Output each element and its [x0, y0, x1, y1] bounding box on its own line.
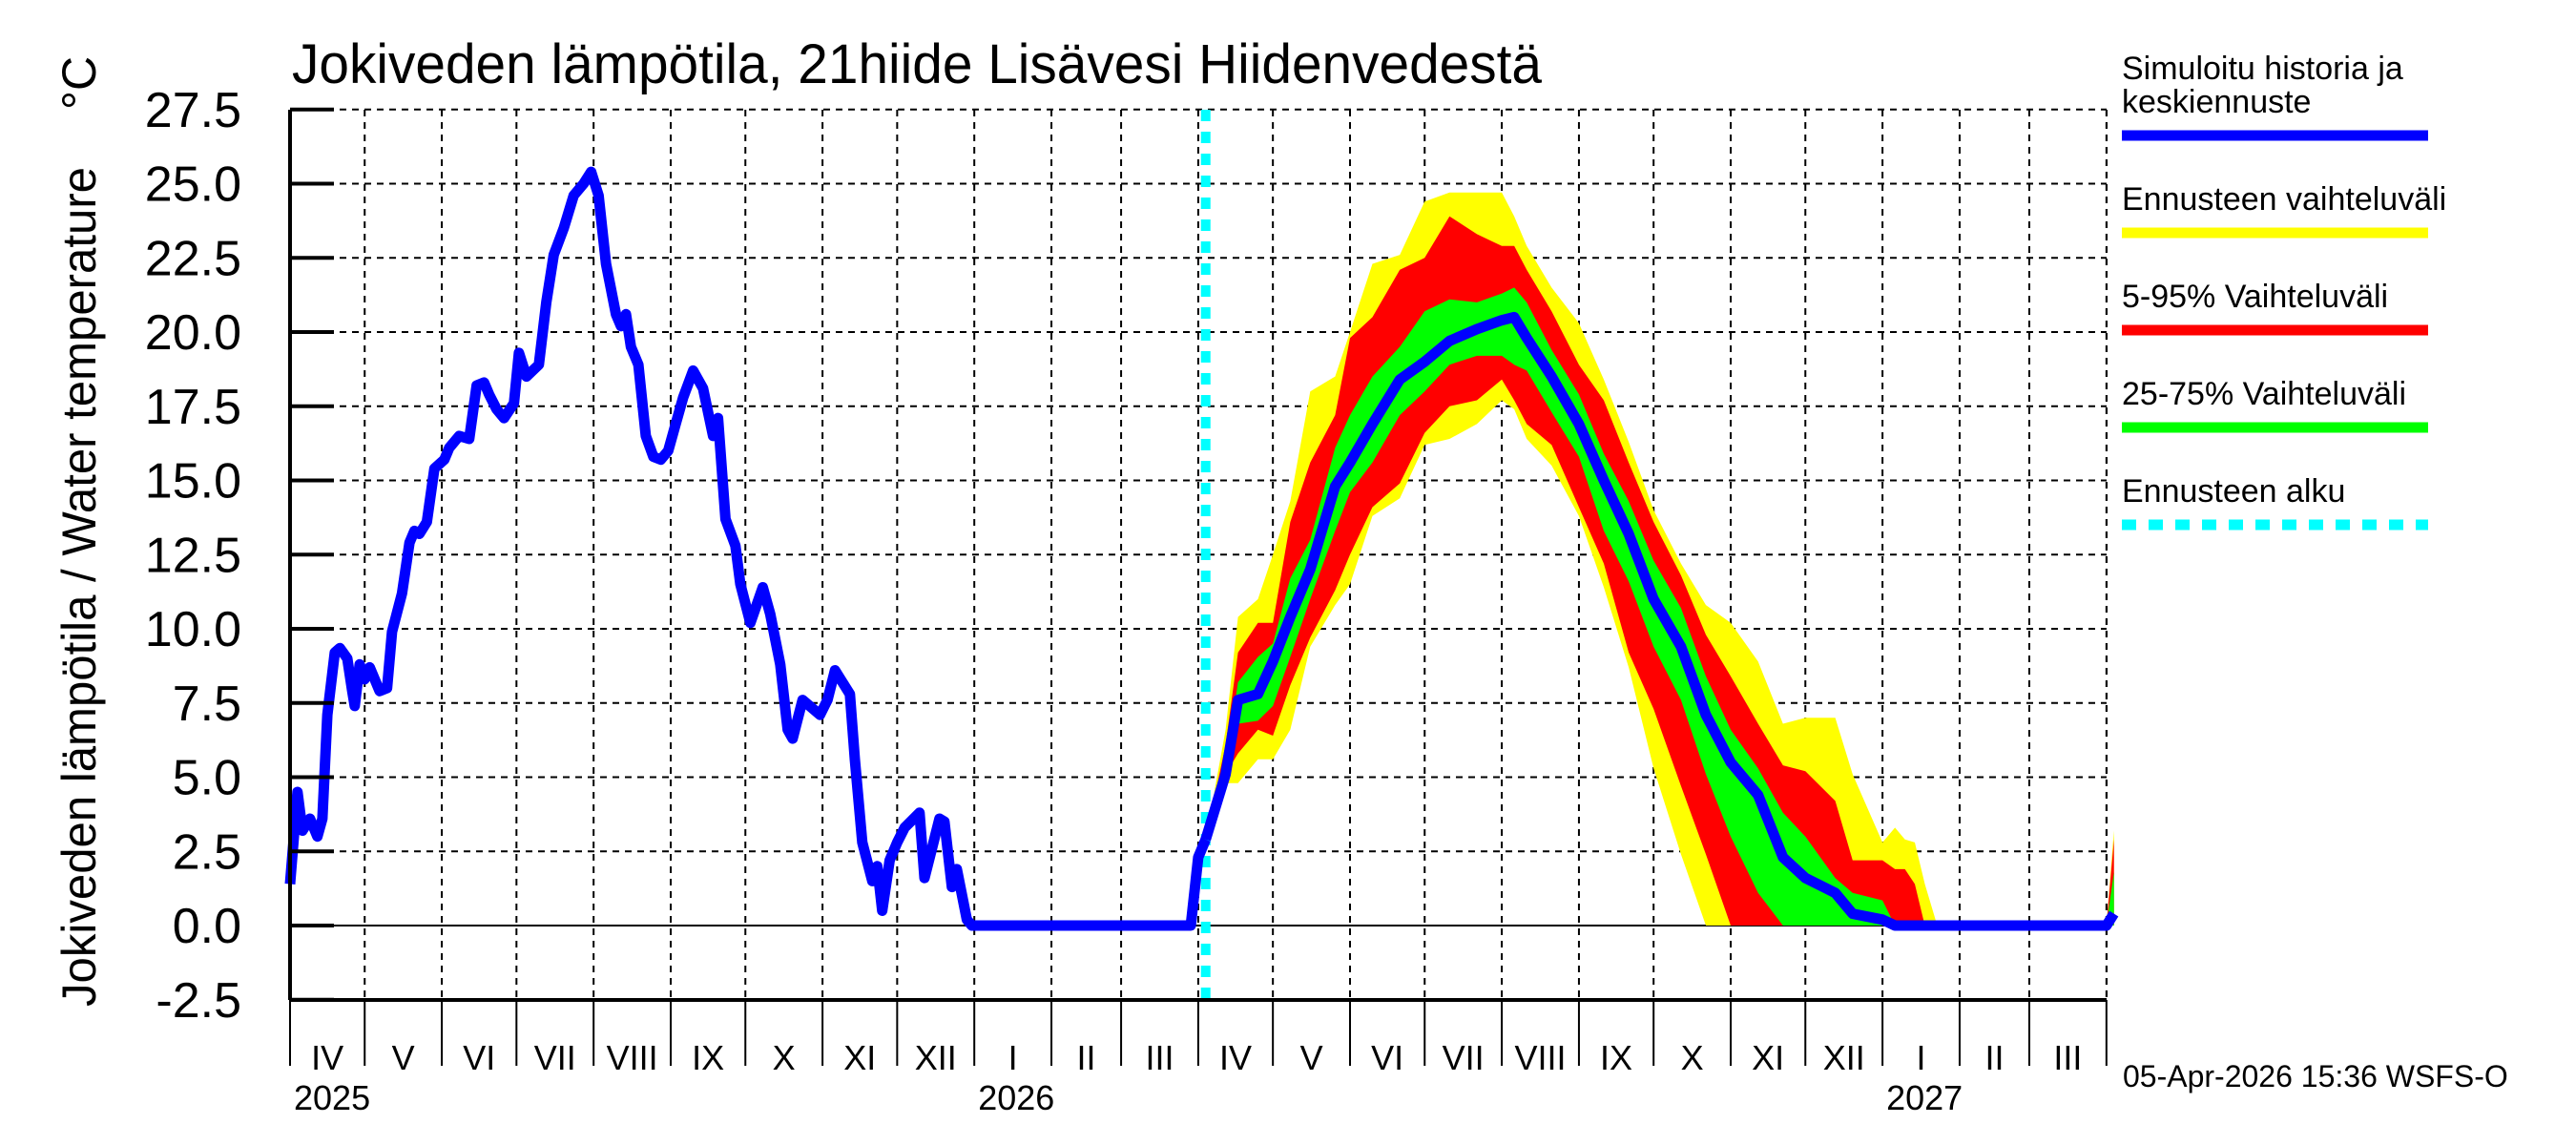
month-label: XI — [1752, 1038, 1784, 1077]
month-label: VIII — [1515, 1038, 1567, 1077]
month-label: V — [1300, 1038, 1323, 1077]
month-label: X — [773, 1038, 796, 1077]
month-label: VIII — [607, 1038, 658, 1077]
y-tick-label: 22.5 — [145, 231, 241, 286]
year-label: 2027 — [1886, 1078, 1963, 1117]
y-tick-label: 0.0 — [173, 899, 241, 954]
month-label: VII — [1443, 1038, 1485, 1077]
month-label: III — [2053, 1038, 2082, 1077]
month-label: IX — [1600, 1038, 1632, 1077]
month-label: X — [1681, 1038, 1704, 1077]
series-lines — [284, 110, 2119, 1000]
legend-label: 5-95% Vaihteluväli — [2122, 279, 2388, 315]
legend-label: Simuloitu historia ja — [2122, 51, 2403, 87]
y-tick-label: 17.5 — [145, 380, 241, 435]
chart-title: Jokiveden lämpötila, 21hiide Lisävesi Hi… — [292, 33, 1543, 95]
month-label: II — [1984, 1038, 2004, 1077]
y-tick-label: 7.5 — [173, 677, 241, 732]
month-label: IV — [1219, 1038, 1252, 1077]
y-axis-label: Jokiveden lämpötila / Water temperature — [52, 167, 106, 1007]
timestamp: 05-Apr-2026 15:36 WSFS-O — [2123, 1059, 2508, 1093]
y-tick-label: 12.5 — [145, 528, 241, 583]
year-label: 2026 — [978, 1078, 1054, 1117]
month-label: IV — [311, 1038, 343, 1077]
month-label: IX — [692, 1038, 724, 1077]
axis-labels: 27.5 25.0 22.5 20.0 17.5 15.0 12.5 10.0 7.5 5.0 2.… — [145, 83, 2083, 1117]
legend-label: 25-75% Vaihteluväli — [2122, 376, 2406, 412]
axes — [288, 107, 2108, 1066]
y-tick-label: 20.0 — [145, 305, 241, 361]
legend-label: keskiennuste — [2122, 84, 2311, 120]
month-label: XII — [915, 1038, 957, 1077]
month-label: XII — [1823, 1038, 1865, 1077]
forecast-bands — [1205, 192, 2114, 926]
month-label: VII — [534, 1038, 576, 1077]
month-label: V — [392, 1038, 415, 1077]
y-tick-label: 2.5 — [173, 824, 241, 880]
month-label: VI — [1371, 1038, 1403, 1077]
month-label: III — [1145, 1038, 1174, 1077]
month-label: VI — [463, 1038, 495, 1077]
month-label: XI — [843, 1038, 876, 1077]
y-axis-unit: °C — [52, 56, 106, 110]
y-axis-title: Jokiveden lämpötila / Water temperature … — [52, 56, 106, 1007]
band-5-95 — [1205, 216, 2114, 926]
y-tick-label: 15.0 — [145, 454, 241, 510]
month-label: I — [1008, 1038, 1018, 1077]
y-tick-label: 5.0 — [173, 751, 241, 806]
month-label: I — [1917, 1038, 1926, 1077]
y-tick-label: 25.0 — [145, 157, 241, 213]
legend-label: Ennusteen alku — [2122, 473, 2345, 510]
history-line — [284, 166, 1211, 931]
y-tick-label: 27.5 — [145, 83, 241, 138]
y-tick-label: 10.0 — [145, 602, 241, 657]
legend-label: Ennusteen vaihteluväli — [2122, 181, 2446, 218]
y-tick-label: -2.5 — [156, 973, 241, 1029]
month-label: II — [1077, 1038, 1096, 1077]
year-label: 2025 — [294, 1078, 370, 1117]
forecast-median-line — [1200, 311, 2119, 931]
